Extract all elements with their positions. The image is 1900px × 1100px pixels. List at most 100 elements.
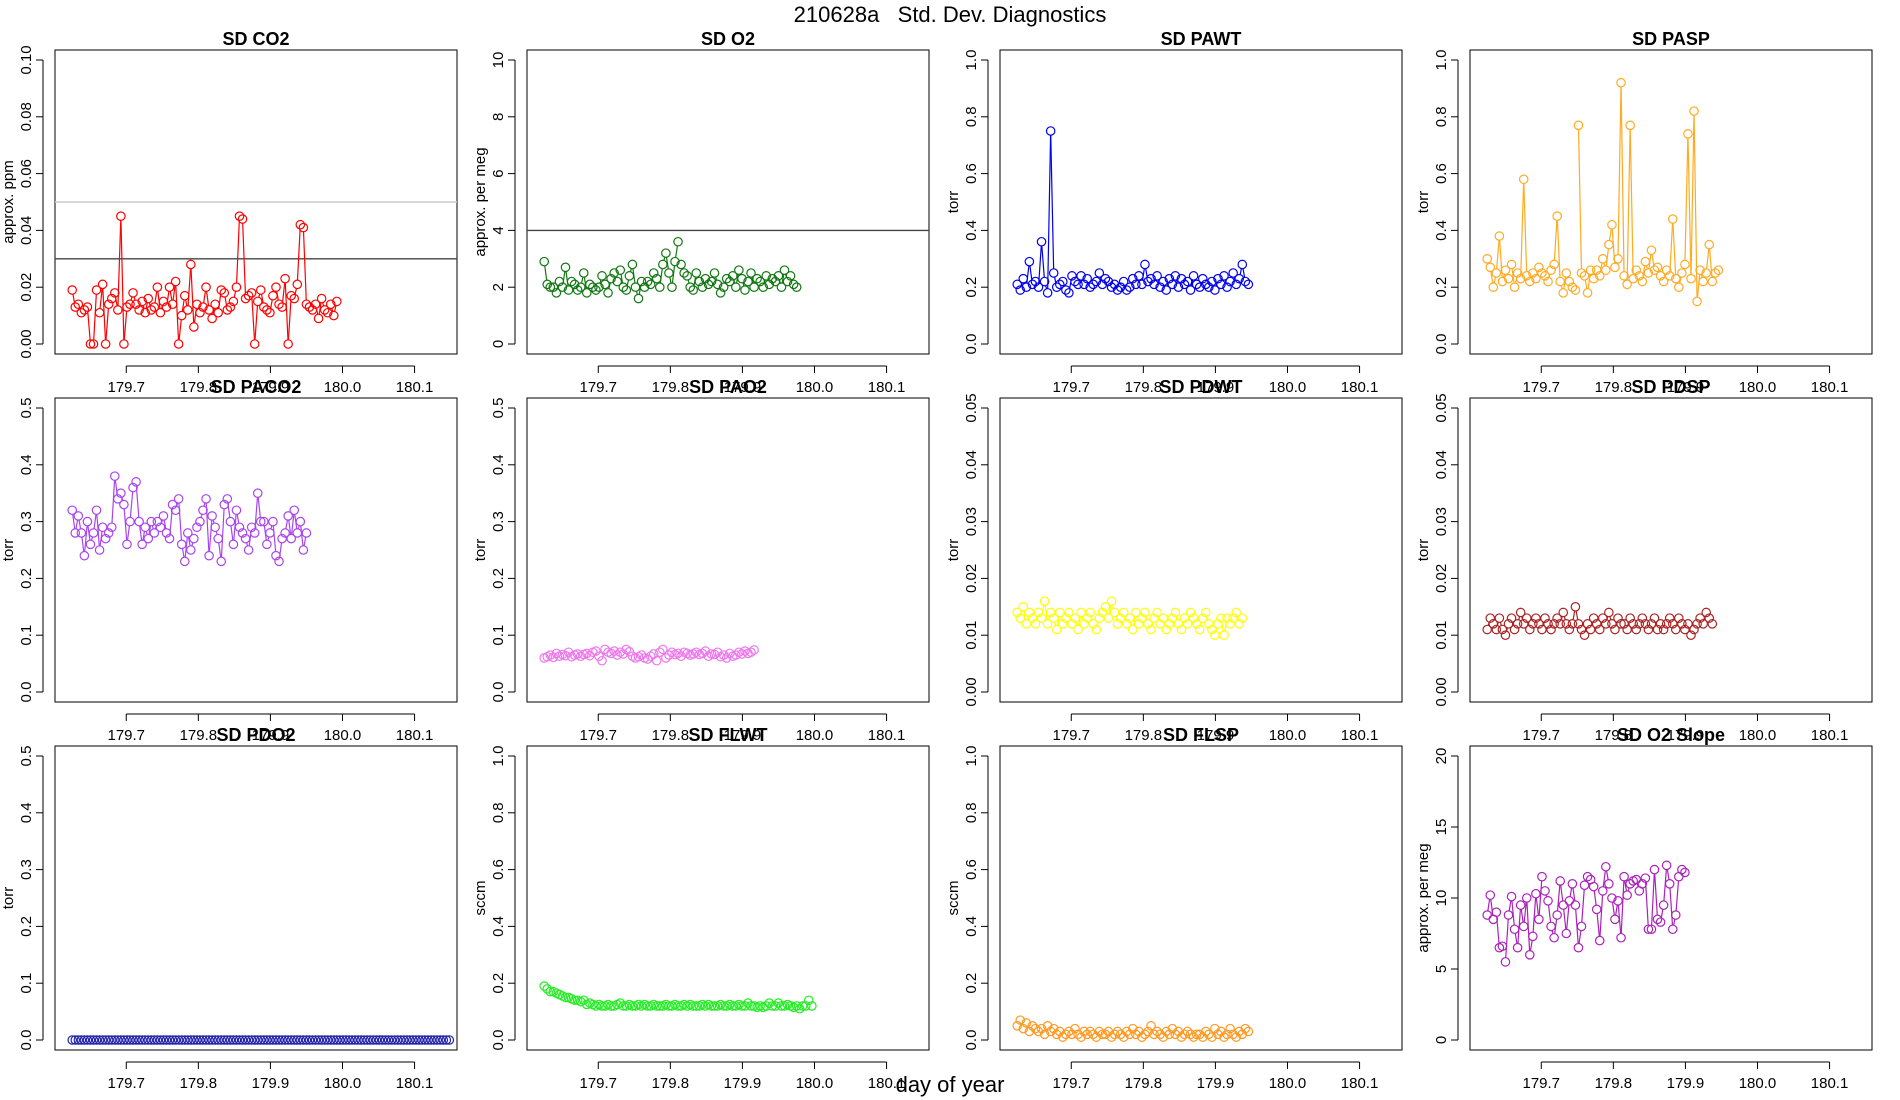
- data-point: [627, 259, 638, 270]
- data-point: [198, 505, 208, 516]
- y-tick-label: 0.2: [18, 916, 35, 937]
- data-point: [1622, 279, 1632, 290]
- data-point: [697, 648, 708, 659]
- data-point: [1240, 276, 1251, 287]
- data-point: [192, 522, 202, 533]
- series-segment: [187, 536, 191, 546]
- x-tick-label: 179.8: [1595, 1075, 1633, 1092]
- data-point: [697, 282, 708, 292]
- x-tick-label: 180.1: [1341, 1075, 1379, 1092]
- data-point: [1658, 624, 1669, 635]
- data-point: [73, 299, 84, 310]
- data-point: [213, 307, 224, 318]
- data-point: [1506, 259, 1517, 270]
- series-segment: [1693, 115, 1698, 298]
- data-point: [1137, 279, 1147, 290]
- y-tick-label: 2: [490, 283, 507, 291]
- data-point: [119, 1035, 129, 1045]
- data-point: [283, 511, 293, 521]
- plot-frame: [999, 745, 1403, 1051]
- data-point: [259, 302, 269, 312]
- data-point: [1643, 924, 1654, 935]
- data-point: [173, 494, 184, 504]
- data-point: [1118, 607, 1129, 618]
- panel-title: SD O2 Slope: [1617, 725, 1725, 745]
- data-point: [1176, 1032, 1187, 1042]
- data-point: [773, 998, 784, 1008]
- data-point: [204, 305, 214, 315]
- data-point: [298, 545, 309, 555]
- data-point: [1552, 910, 1562, 920]
- data-point: [1588, 613, 1599, 623]
- data-point: [210, 522, 220, 533]
- data-point: [125, 516, 135, 527]
- data-point: [737, 273, 747, 284]
- data-point: [97, 522, 108, 533]
- data-point: [231, 505, 242, 516]
- data-point: [679, 268, 689, 278]
- x-tick-label: 179.7: [107, 1075, 145, 1092]
- data-point: [210, 1035, 220, 1045]
- data-point: [70, 302, 81, 312]
- data-point: [1042, 1021, 1053, 1031]
- series-segment: [334, 305, 337, 312]
- x-tick-label: 179.7: [579, 727, 617, 744]
- data-point: [1485, 262, 1496, 273]
- data-point: [1073, 624, 1083, 635]
- data-point: [1079, 1026, 1089, 1037]
- data-point: [1661, 265, 1672, 275]
- data-point: [1521, 271, 1532, 281]
- series-segment: [99, 288, 103, 309]
- data-point: [1524, 276, 1535, 287]
- data-point: [1707, 276, 1718, 287]
- y-tick-label: 0.0: [18, 682, 35, 703]
- series-segment: [135, 485, 140, 518]
- series-segment: [187, 268, 192, 306]
- data-point: [1112, 285, 1123, 295]
- data-point: [128, 482, 138, 493]
- data-point: [1512, 619, 1523, 629]
- series-segment: [233, 291, 237, 298]
- y-tick-label: 0.4: [18, 454, 35, 475]
- series-segment: [300, 525, 304, 546]
- data-point: [1555, 276, 1566, 287]
- y-tick-label: 0.2: [490, 568, 507, 589]
- data-point: [103, 299, 114, 310]
- data-point: [1213, 619, 1223, 629]
- data-point: [1243, 1026, 1254, 1037]
- data-point: [1228, 613, 1238, 623]
- data-point: [1197, 613, 1208, 623]
- data-point: [335, 1035, 345, 1045]
- data-point: [131, 299, 141, 310]
- data-point: [1534, 619, 1544, 629]
- panel-title: SD O2: [701, 29, 755, 49]
- x-tick-label: 179.8: [652, 379, 690, 396]
- series-segment: [781, 274, 785, 284]
- data-point: [1637, 276, 1648, 287]
- data-point: [1225, 619, 1235, 629]
- data-point: [70, 528, 81, 538]
- series-segment: [230, 525, 234, 541]
- data-point: [1131, 279, 1141, 290]
- data-point: [1024, 1026, 1035, 1037]
- data-point: [246, 522, 257, 533]
- data-point: [1613, 613, 1623, 623]
- series-segment: [1050, 135, 1055, 269]
- y-tick-label: 0.4: [1433, 220, 1450, 241]
- data-point: [1015, 285, 1026, 295]
- series-segment: [1520, 909, 1524, 923]
- series-segment: [260, 294, 264, 304]
- data-point: [1613, 253, 1623, 264]
- series-segment: [236, 220, 240, 284]
- data-point: [1652, 914, 1663, 925]
- data-point: [673, 1001, 683, 1011]
- data-point: [1106, 282, 1117, 292]
- series-segment: [1651, 254, 1655, 267]
- data-point: [201, 1035, 211, 1045]
- series-segment: [242, 223, 247, 295]
- y-tick-label: 0.6: [963, 859, 980, 880]
- series-segment: [1602, 870, 1606, 887]
- data-point: [727, 1001, 738, 1011]
- data-point: [417, 1035, 427, 1045]
- data-point: [1704, 613, 1715, 623]
